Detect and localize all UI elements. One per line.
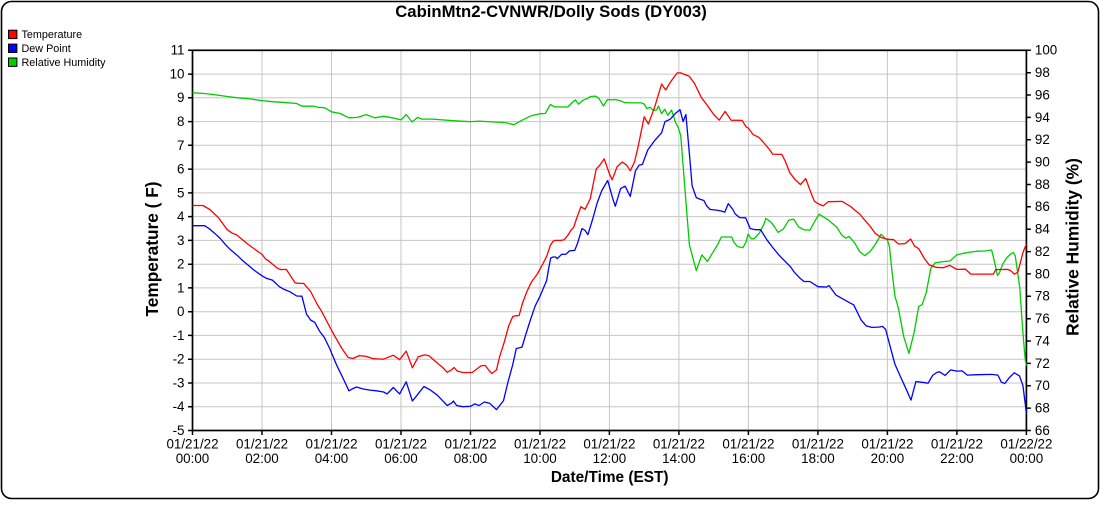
svg-text:4: 4 (177, 209, 185, 224)
svg-text:12:00: 12:00 (593, 451, 627, 466)
svg-text:Temperature: Temperature (22, 29, 83, 41)
svg-text:72: 72 (1035, 356, 1050, 371)
svg-text:Date/Time (EST): Date/Time (EST) (551, 469, 669, 486)
svg-text:0: 0 (177, 304, 184, 319)
svg-text:11: 11 (171, 43, 185, 58)
svg-text:-4: -4 (173, 399, 185, 414)
svg-text:01/21/22: 01/21/22 (861, 436, 913, 451)
svg-text:01/21/22: 01/21/22 (375, 436, 427, 451)
svg-text:74: 74 (1035, 333, 1050, 348)
svg-text:78: 78 (1035, 289, 1050, 304)
svg-text:70: 70 (1035, 378, 1050, 393)
svg-text:06:00: 06:00 (384, 451, 418, 466)
svg-text:6: 6 (177, 162, 184, 177)
svg-text:10: 10 (170, 67, 185, 82)
svg-text:01/22/22: 01/22/22 (1000, 436, 1052, 451)
svg-text:01/21/22: 01/21/22 (444, 436, 496, 451)
svg-text:Relative Humidity: Relative Humidity (22, 57, 107, 69)
svg-text:01/21/22: 01/21/22 (653, 436, 705, 451)
svg-text:22:00: 22:00 (940, 451, 974, 466)
svg-text:98: 98 (1035, 65, 1050, 80)
svg-text:00:00: 00:00 (176, 451, 210, 466)
svg-text:18:00: 18:00 (801, 451, 835, 466)
svg-text:00:00: 00:00 (1010, 451, 1044, 466)
svg-text:01/21/22: 01/21/22 (305, 436, 357, 451)
svg-text:-5: -5 (173, 423, 185, 438)
svg-text:Relative Humidity (%): Relative Humidity (%) (1063, 158, 1083, 336)
svg-text:01/21/22: 01/21/22 (166, 436, 218, 451)
svg-text:02:00: 02:00 (245, 451, 279, 466)
svg-text:8: 8 (177, 114, 184, 129)
svg-text:2: 2 (177, 257, 184, 272)
svg-text:100: 100 (1035, 43, 1057, 58)
svg-text:66: 66 (1035, 423, 1050, 438)
svg-text:82: 82 (1035, 244, 1050, 259)
svg-text:04:00: 04:00 (315, 451, 349, 466)
svg-text:1: 1 (177, 280, 184, 295)
svg-text:01/21/22: 01/21/22 (931, 436, 983, 451)
svg-text:96: 96 (1035, 87, 1050, 102)
svg-text:80: 80 (1035, 266, 1050, 281)
svg-text:84: 84 (1035, 222, 1050, 237)
svg-text:01/21/22: 01/21/22 (583, 436, 635, 451)
svg-text:20:00: 20:00 (871, 451, 905, 466)
svg-text:-1: -1 (173, 328, 185, 343)
svg-text:01/21/22: 01/21/22 (792, 436, 844, 451)
svg-text:-3: -3 (173, 375, 185, 390)
svg-text:CabinMtn2-CVNWR/Dolly Sods (DY: CabinMtn2-CVNWR/Dolly Sods (DY003) (395, 2, 707, 21)
svg-text:16:00: 16:00 (732, 451, 766, 466)
svg-text:Dew Point: Dew Point (22, 43, 71, 55)
svg-text:3: 3 (177, 233, 184, 248)
svg-text:68: 68 (1035, 401, 1050, 416)
svg-text:9: 9 (177, 90, 184, 105)
svg-text:10:00: 10:00 (523, 451, 557, 466)
svg-text:5: 5 (177, 185, 184, 200)
svg-text:88: 88 (1035, 177, 1050, 192)
svg-text:08:00: 08:00 (454, 451, 488, 466)
svg-text:Temperature ( F): Temperature ( F) (142, 181, 162, 316)
svg-text:01/21/22: 01/21/22 (514, 436, 566, 451)
svg-text:90: 90 (1035, 155, 1050, 170)
svg-text:14:00: 14:00 (662, 451, 696, 466)
svg-text:01/21/22: 01/21/22 (236, 436, 288, 451)
svg-text:76: 76 (1035, 311, 1050, 326)
svg-text:01/21/22: 01/21/22 (722, 436, 774, 451)
svg-text:7: 7 (177, 138, 184, 153)
svg-text:-2: -2 (173, 352, 185, 367)
svg-text:92: 92 (1035, 132, 1050, 147)
svg-text:94: 94 (1035, 110, 1050, 125)
svg-text:86: 86 (1035, 199, 1050, 214)
